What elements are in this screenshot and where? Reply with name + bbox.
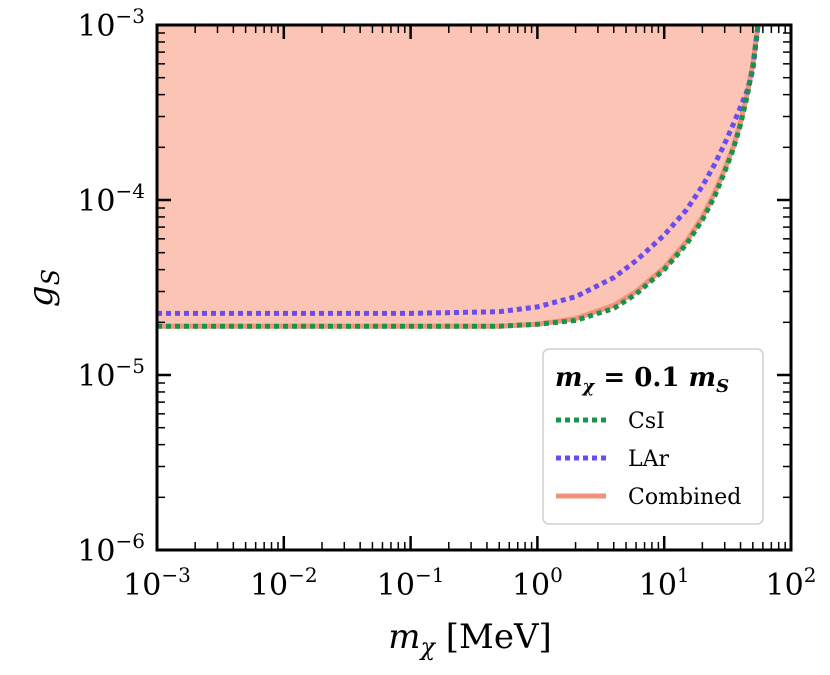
- legend-box: [542, 348, 764, 525]
- y-tick-label: 10−5: [77, 354, 145, 394]
- y-tick-label: 10−3: [77, 4, 145, 44]
- excluded-region-fill: [157, 25, 759, 327]
- legend-label-combined: Combined: [628, 485, 741, 510]
- x-tick-label: 10−1: [377, 563, 445, 603]
- x-tick-label: 10−3: [123, 563, 191, 603]
- y-tick-label: 10−4: [77, 179, 145, 219]
- x-tick-label: 102: [766, 563, 817, 603]
- legend-title: mχ = 0.1 mS: [555, 363, 729, 397]
- plot-frame: [155, 23, 793, 552]
- legend-label-lar: LAr: [628, 447, 669, 472]
- legend-label-csi: CsI: [628, 409, 665, 434]
- series-lines: [157, 25, 761, 329]
- y-tick-labels: 10−6 10−5 10−4 10−3: [77, 4, 145, 569]
- legend: mχ = 0.1 mS CsI LAr Combined: [542, 348, 764, 525]
- y-axis-label: gS: [21, 269, 65, 307]
- y-tick-label: 10−6: [77, 529, 145, 569]
- x-tick-labels: 10−3 10−2 10−1 100 101 102: [123, 563, 816, 603]
- series-line-csi: [157, 25, 761, 329]
- x-axis-label: mχ [MeV]: [388, 617, 552, 661]
- x-tick-label: 10−2: [250, 563, 318, 603]
- x-tick-label: 100: [512, 563, 563, 603]
- series-line-lar: [157, 25, 761, 316]
- x-tick-label: 101: [639, 563, 690, 603]
